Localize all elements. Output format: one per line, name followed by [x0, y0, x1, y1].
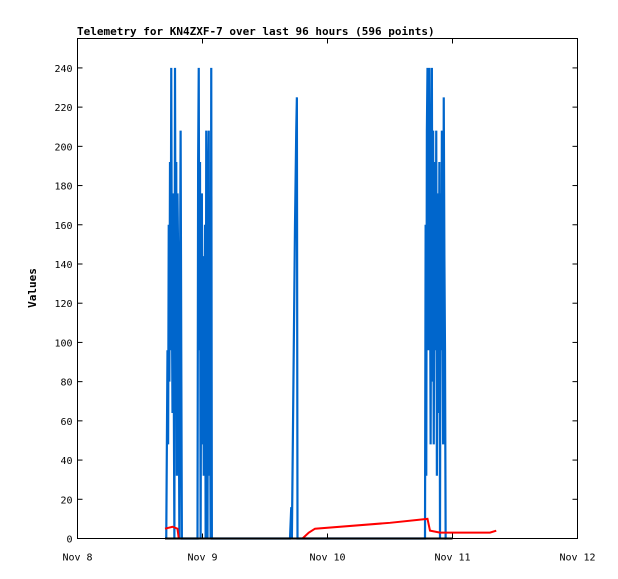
x-tick-label: Nov 9	[187, 553, 217, 564]
data-series-group	[164, 67, 497, 540]
y-tick-label: 120	[54, 299, 72, 310]
series-line-1	[164, 517, 497, 540]
y-axis-label: Values	[26, 268, 39, 308]
y-tick-label: 80	[60, 378, 72, 389]
x-axis: Nov 8 Nov 9 Nov 10 Nov 11 Nov 12	[62, 38, 596, 564]
y-tick-label: 140	[54, 260, 72, 271]
y-tick-label: 20	[60, 495, 72, 506]
chart-title: Telemetry for KN4ZXF-7 over last 96 hour…	[77, 25, 435, 38]
y-tick-label: 60	[60, 417, 72, 428]
y-tick-label: 0	[66, 535, 72, 546]
x-tick-label: Nov 8	[62, 553, 92, 564]
series-line-0	[165, 67, 447, 540]
x-tick-label: Nov 10	[309, 553, 345, 564]
y-axis: 0 20 40 60 80 100 120 140 160 180 200 220 240	[54, 64, 578, 546]
y-tick-label: 220	[54, 103, 72, 114]
y-tick-label: 200	[54, 142, 72, 153]
x-tick-label: Nov 12	[559, 553, 595, 564]
y-tick-label: 100	[54, 338, 72, 349]
y-tick-label: 40	[60, 456, 72, 467]
plot-frame	[77, 38, 578, 539]
y-tick-label: 160	[54, 221, 72, 232]
x-tick-label: Nov 11	[434, 553, 470, 564]
y-tick-label: 180	[54, 182, 72, 193]
y-tick-label: 240	[54, 64, 72, 75]
